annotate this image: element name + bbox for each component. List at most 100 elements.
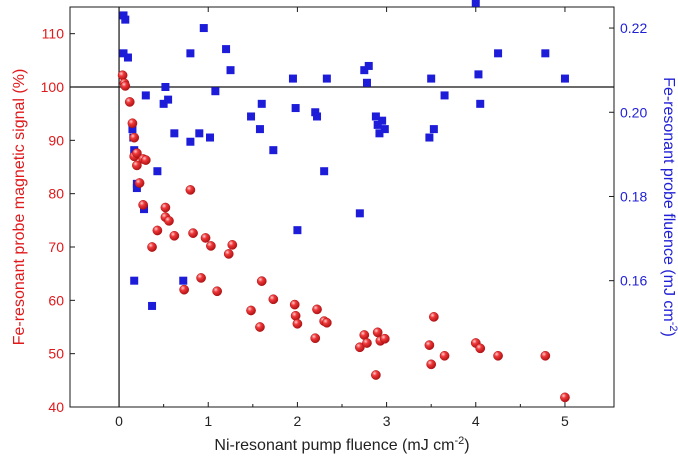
- fluence-point: [380, 125, 389, 134]
- right-tick-label: 0.22: [620, 20, 647, 36]
- magnetic-point: [429, 312, 439, 322]
- fluence-point: [360, 66, 369, 75]
- fluence-point: [429, 125, 438, 134]
- magnetic-point: [310, 333, 321, 344]
- x-axis-label-text: Ni-resonant pump fluence (mJ cm: [214, 437, 454, 454]
- fluence-point: [269, 146, 278, 155]
- magnetic-point: [200, 233, 211, 243]
- fluence-point: [541, 49, 550, 58]
- fluence-point: [560, 74, 569, 83]
- fluence-point: [355, 209, 364, 218]
- magnetic-point: [289, 299, 300, 310]
- fluence-point: [195, 129, 204, 138]
- fluence-point: [247, 112, 256, 121]
- fluence-point: [288, 74, 297, 83]
- fluence-point: [371, 112, 380, 121]
- magnetic-point: [540, 350, 551, 361]
- magnetic-point: [169, 230, 180, 241]
- fluence-point: [440, 91, 449, 100]
- x-tick-label: 5: [561, 413, 569, 429]
- x-tick-label: 4: [472, 413, 480, 429]
- magnetic-point: [372, 327, 383, 338]
- fluence-point: [226, 66, 235, 75]
- fluence-point: [291, 104, 300, 113]
- left-tick-label: 90: [48, 132, 64, 148]
- magnetic-point: [132, 148, 142, 158]
- fluence-point: [471, 0, 480, 7]
- magnetic-point: [246, 305, 256, 316]
- magnetic-point: [206, 241, 216, 251]
- fluence-point: [313, 112, 322, 121]
- fluence-point: [119, 11, 128, 20]
- magnetic-point: [560, 392, 570, 403]
- magnetic-point: [147, 242, 157, 252]
- fluence-point: [222, 45, 231, 54]
- left-tick-label: 40: [48, 399, 64, 415]
- fluence-point: [206, 133, 215, 142]
- magnetic-point: [424, 340, 435, 350]
- right-axis-label-sup: -2: [667, 322, 678, 332]
- left-tick-label: 50: [48, 346, 64, 362]
- right-tick-label: 0.18: [620, 188, 647, 204]
- fluence-point: [293, 226, 302, 235]
- magnetic-point: [152, 225, 163, 236]
- magnetic-series-markers: [117, 70, 570, 403]
- magnetic-point: [223, 249, 234, 259]
- fluence-point: [474, 70, 483, 79]
- fluence-point: [123, 53, 132, 62]
- x-axis-label-close: ): [464, 437, 469, 454]
- fluence-point: [121, 15, 130, 24]
- magnetic-point: [439, 350, 450, 361]
- fluence-point: [159, 99, 168, 108]
- right-axis-label-close: ): [660, 332, 677, 337]
- fluence-point: [322, 74, 331, 83]
- magnetic-point: [362, 338, 372, 348]
- magnetic-point: [179, 284, 190, 295]
- magnetic-point: [292, 318, 303, 329]
- fluence-point: [141, 91, 150, 100]
- right-tick-label: 0.20: [620, 104, 647, 120]
- x-tick-label: 2: [294, 413, 302, 429]
- magnetic-point: [134, 178, 145, 188]
- magnetic-point: [312, 304, 322, 315]
- left-axis-label: Fe-resonant probe magnetic signal (%): [11, 69, 28, 346]
- fluence-point: [476, 99, 485, 108]
- fluence-point: [311, 108, 320, 117]
- magnetic-point: [138, 200, 148, 210]
- fluence-point: [153, 167, 162, 176]
- fluence-point: [362, 78, 371, 87]
- magnetic-point: [321, 317, 332, 328]
- magnetic-point: [140, 155, 151, 165]
- magnetic-point: [371, 370, 381, 380]
- magnetic-point: [268, 294, 279, 305]
- left-tick-label: 110: [42, 26, 65, 42]
- fluence-point: [179, 276, 188, 285]
- left-tick-label: 70: [48, 239, 64, 255]
- magnetic-point: [196, 273, 206, 283]
- fluence-point: [130, 276, 139, 285]
- fluence-point: [257, 99, 266, 108]
- magnetic-point: [290, 310, 301, 321]
- fluence-point: [164, 95, 173, 104]
- magnetic-point: [129, 132, 140, 143]
- fluence-point: [186, 137, 195, 146]
- left-tick-label: 100: [41, 79, 65, 95]
- magnetic-point: [120, 81, 131, 91]
- x-axis-label-sup: -2: [454, 435, 464, 447]
- fluence-point: [132, 184, 141, 193]
- left-axis-ticks: 40 50 60 70 80 90 100 110: [41, 26, 75, 415]
- magnetic-point: [160, 202, 171, 213]
- x-axis-ticks: 0 1 2 3 4 5: [115, 7, 569, 429]
- magnetic-point: [164, 216, 174, 226]
- fluence-point: [373, 120, 382, 129]
- magnetic-point: [188, 228, 198, 238]
- fluence-point: [364, 61, 373, 70]
- magnetic-point: [227, 240, 238, 250]
- x-tick-label: 3: [383, 413, 391, 429]
- fluence-point: [255, 125, 264, 134]
- right-tick-label: 0.16: [620, 273, 647, 289]
- fluence-point: [170, 129, 179, 138]
- fluence-point: [494, 49, 503, 58]
- magnetic-point: [379, 333, 390, 344]
